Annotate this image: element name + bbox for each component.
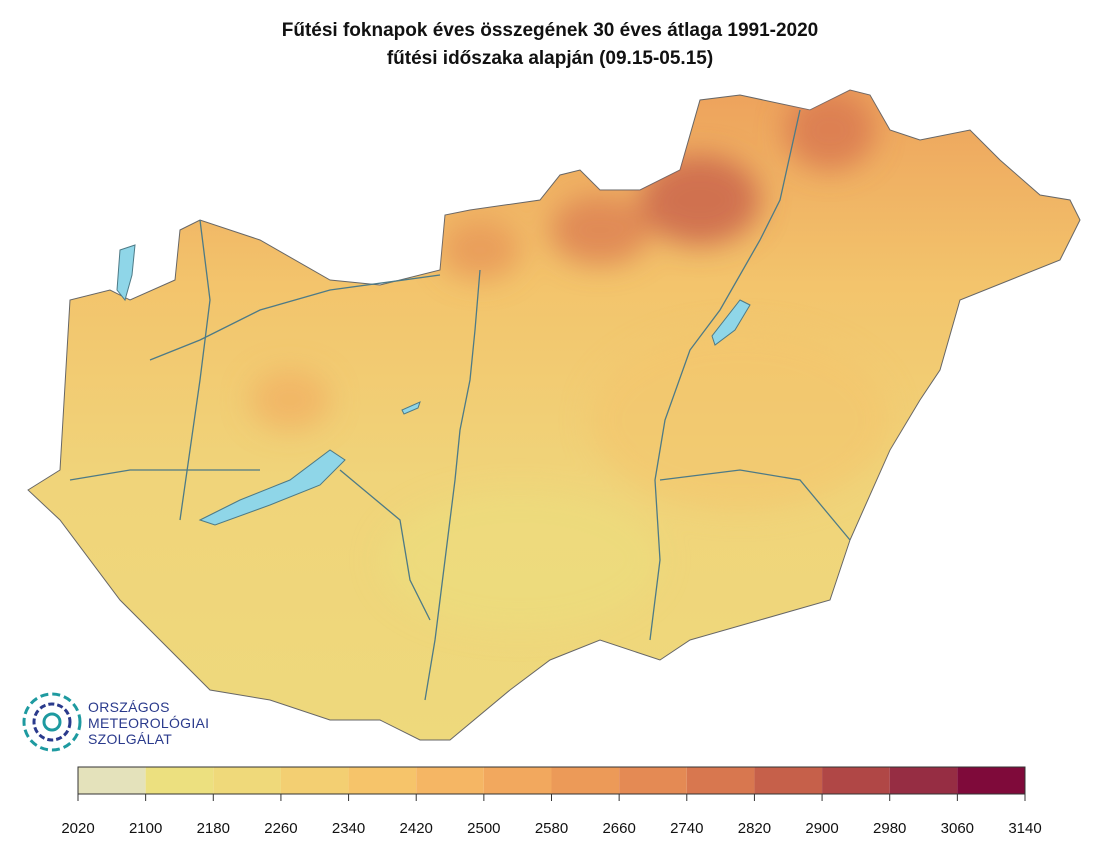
legend-tick-label: 2420: [400, 820, 433, 837]
logo-text: ORSZÁGOS: [88, 699, 170, 715]
legend-tick-label: 2340: [332, 820, 365, 837]
map-title: Fűtési foknapok éves összegének 30 éves …: [282, 20, 819, 41]
map: [27, 89, 1081, 741]
legend-swatch: [213, 767, 281, 794]
legend-tick-label: 2020: [61, 820, 94, 837]
legend-swatch: [348, 767, 417, 794]
legend-swatch: [551, 767, 620, 794]
legend-tick-label: 2740: [670, 820, 703, 837]
legend-tick-label: 2180: [197, 820, 230, 837]
logo: ORSZÁGOS METEOROLÓGIAI SZOLGÁLAT: [22, 692, 209, 752]
legend-swatch: [822, 767, 890, 794]
legend-tick-label: 2580: [535, 820, 568, 837]
legend-tick-label: 3060: [941, 820, 974, 837]
legend-swatch: [619, 767, 687, 794]
legend-swatch: [686, 767, 755, 794]
legend-swatch: [416, 767, 484, 794]
legend-tick-label: 2100: [129, 820, 162, 837]
legend-tick-label: 2660: [602, 820, 635, 837]
legend-tick-label: 2900: [805, 820, 838, 837]
legend-tick-label: 3140: [1008, 820, 1041, 837]
color-legend: 2020 2100 2180 2260 2340 2420 2500 2580 2660 2740…: [61, 766, 1042, 837]
logo-text: SZOLGÁLAT: [88, 731, 172, 747]
rivers: [69, 109, 851, 701]
legend-tick-label: 2260: [264, 820, 297, 837]
legend-swatch: [754, 767, 823, 794]
legend-tick-label: 2820: [738, 820, 771, 837]
legend-swatch: [483, 767, 552, 794]
legend-swatch: [889, 767, 958, 794]
legend-swatch: [78, 767, 146, 794]
country: [27, 89, 1081, 741]
logo-text: METEOROLÓGIAI: [88, 715, 209, 731]
map-subtitle: fűtési időszaka alapján (09.15-05.15): [387, 48, 713, 69]
legend-tick-label: 2980: [873, 820, 906, 837]
legend-swatch: [280, 767, 349, 794]
lakes: [116, 244, 751, 526]
legend-swatch: [145, 767, 214, 794]
legend-swatch: [957, 767, 1025, 794]
relief-shading: [250, 90, 890, 630]
logo-mark: [22, 692, 82, 752]
legend-tick-label: 2500: [467, 820, 500, 837]
